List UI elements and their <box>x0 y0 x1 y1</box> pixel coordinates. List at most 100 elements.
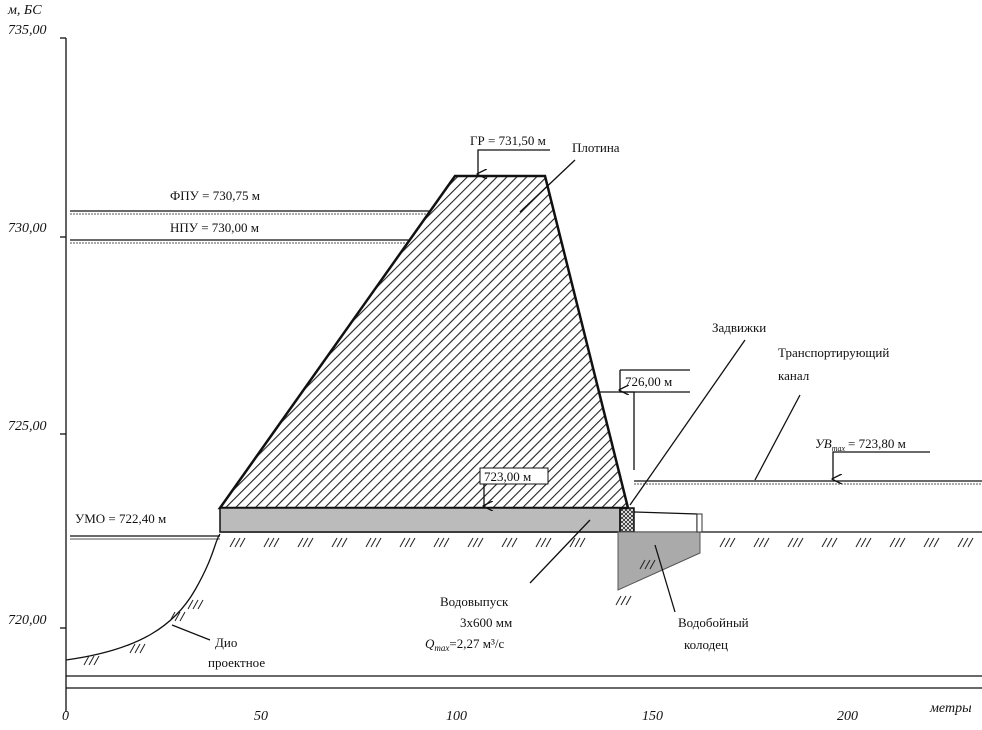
ground-hatch <box>620 595 627 606</box>
ground-hatch <box>933 537 940 548</box>
ground-hatch <box>129 643 136 654</box>
q-main: Q <box>425 636 435 651</box>
ground-hatch <box>370 537 377 548</box>
y-label: 730,00 <box>8 221 47 236</box>
outlet-label: Водовыпуск <box>440 594 509 609</box>
bottom-label: проектное <box>208 655 265 670</box>
uv-rest: = 723,80 м <box>848 436 906 451</box>
ground-hatch <box>957 537 964 548</box>
ground-hatch <box>239 537 246 548</box>
ground-hatch <box>540 537 547 548</box>
uv-label: УВmax = 723,80 м <box>815 436 906 453</box>
ground-hatch <box>307 537 314 548</box>
q-sub: max <box>434 643 449 653</box>
ground-hatch <box>826 537 833 548</box>
y-label: 735,00 <box>8 23 47 38</box>
ground-hatch <box>787 537 794 548</box>
x-label: 50 <box>254 709 268 724</box>
uv-sub: max <box>832 444 846 453</box>
ground-hatch <box>865 537 872 548</box>
ground-hatch <box>365 537 372 548</box>
ground-hatch <box>83 655 90 666</box>
gates-label: Задвижки <box>712 320 766 335</box>
ground-hatch <box>649 559 656 570</box>
basin-label: колодец <box>684 637 728 652</box>
fpu-label: ФПУ = 730,75 м <box>170 188 260 203</box>
ground-hatch <box>792 537 799 548</box>
decoration <box>60 37 982 712</box>
ground-hatch <box>88 655 95 666</box>
canal-label: Транспортирующий <box>778 345 889 360</box>
ground-hatch <box>967 537 974 548</box>
x-label: 200 <box>837 709 858 724</box>
x-unit: метры <box>929 701 972 716</box>
discharge-label: Qmax=2,27 м³/с <box>425 636 504 653</box>
ground-hatch <box>855 537 862 548</box>
basin-label: Водобойный <box>678 615 749 630</box>
ground-hatch <box>443 537 450 548</box>
ground-hatch <box>821 537 828 548</box>
ground-hatch <box>545 537 552 548</box>
ground-hatch <box>341 537 348 548</box>
ground-hatch <box>302 537 309 548</box>
ground-hatch <box>229 537 236 548</box>
ground-hatch <box>860 537 867 548</box>
ground-hatch <box>336 537 343 548</box>
x-label: 150 <box>642 709 663 724</box>
ground-hatch <box>263 537 270 548</box>
ground-hatch <box>763 537 770 548</box>
ground-hatch <box>729 537 736 548</box>
x-label: 0 <box>62 709 69 724</box>
ground-hatch <box>753 537 760 548</box>
bottom-label: Дио <box>215 635 237 650</box>
ground-hatch <box>433 537 440 548</box>
uv-main: УВ <box>815 436 832 451</box>
ground-hatch <box>889 537 896 548</box>
npu-label: НПУ = 730,00 м <box>170 220 259 235</box>
ground-hatch <box>579 537 586 548</box>
ground-hatch <box>331 537 338 548</box>
ground-hatch <box>169 611 176 622</box>
x-label: 100 <box>446 709 467 724</box>
q-rest: =2,27 м³/с <box>449 636 504 651</box>
ground-hatch <box>894 537 901 548</box>
ground-hatch <box>574 537 581 548</box>
ground-hatch <box>923 537 930 548</box>
ground-hatch <box>615 595 622 606</box>
ground-hatch <box>192 599 199 610</box>
dam-label: Плотина <box>572 140 620 155</box>
y-unit: м, БС <box>7 3 42 18</box>
ground-hatch <box>719 537 726 548</box>
ground-hatch <box>477 537 484 548</box>
ground-hatch <box>506 537 513 548</box>
ground-hatch <box>467 537 474 548</box>
ground-hatch <box>404 537 411 548</box>
ground-hatch <box>93 655 100 666</box>
ground-hatch <box>644 559 651 570</box>
ground-hatch <box>197 599 204 610</box>
umo-label: УМО = 722,40 м <box>75 511 166 526</box>
ground-hatch <box>831 537 838 548</box>
ground-hatch <box>724 537 731 548</box>
ground-hatch <box>174 611 181 622</box>
ground-hatch <box>472 537 479 548</box>
ground-hatch <box>234 537 241 548</box>
level-726: 726,00 м <box>625 374 672 389</box>
ground-hatch <box>639 559 646 570</box>
crest-label: ГР = 731,50 м <box>470 133 546 148</box>
ground-hatch <box>139 643 146 654</box>
ground-hatch <box>268 537 275 548</box>
ground-hatch <box>297 537 304 548</box>
ground-hatch <box>899 537 906 548</box>
ground-hatch <box>758 537 765 548</box>
ground-hatch <box>438 537 445 548</box>
ground-hatch <box>625 595 632 606</box>
ground-hatch <box>134 643 141 654</box>
y-label: 720,00 <box>8 613 47 628</box>
ground-hatch <box>797 537 804 548</box>
ground-hatch <box>962 537 969 548</box>
ground-hatch <box>375 537 382 548</box>
level-723: 723,00 м <box>484 469 531 484</box>
outlet-label: 3х600 мм <box>460 615 512 630</box>
